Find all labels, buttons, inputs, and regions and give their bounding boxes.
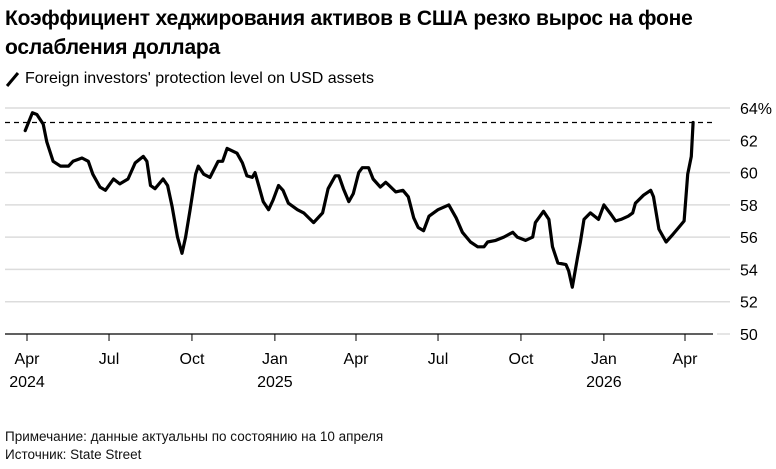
- x-tick-label: Apr: [15, 351, 41, 368]
- legend: Foreign investors' protection level on U…: [5, 70, 374, 88]
- y-tick-label: 62: [740, 133, 758, 150]
- x-tick-label: Jan: [591, 351, 617, 368]
- x-tick-label: Apr: [673, 351, 699, 368]
- y-tick-label: 50: [740, 327, 758, 344]
- series-line: [23, 111, 695, 289]
- y-tick-label: 60: [740, 166, 758, 183]
- x-tick-label: Apr: [344, 351, 370, 368]
- chart-title: Коэффициент хеджирования активов в США р…: [5, 7, 693, 59]
- x-tick-label: Jul: [428, 351, 448, 368]
- y-tick-label: 56: [740, 230, 758, 247]
- x-tick-label: Oct: [509, 351, 534, 368]
- x-tick-label: Jan: [262, 351, 288, 368]
- y-tick-label: 54: [740, 262, 758, 279]
- x-tick-year-label: 2025: [257, 374, 293, 391]
- footnote: Примечание: данные актуальны по состояни…: [5, 429, 384, 444]
- x-tick-label: Jul: [99, 351, 119, 368]
- y-tick-label: 58: [740, 198, 758, 215]
- legend-label: Foreign investors' protection level on U…: [25, 70, 374, 87]
- x-tick-year-label: 2026: [586, 374, 622, 391]
- source-note: Источник: State Street: [5, 447, 142, 462]
- y-tick-label: 64%: [740, 101, 772, 118]
- x-tick-label: Oct: [180, 351, 205, 368]
- x-tick-year-label: 2024: [9, 374, 45, 391]
- y-tick-label: 52: [740, 295, 758, 312]
